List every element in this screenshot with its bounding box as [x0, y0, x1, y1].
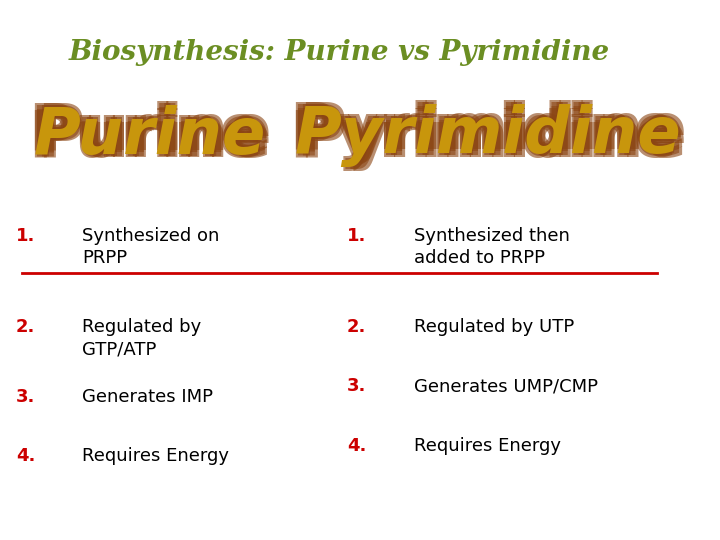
Text: Purine: Purine	[28, 101, 263, 163]
Text: 2.: 2.	[347, 319, 366, 336]
Text: Pyrimidine: Pyrimidine	[291, 106, 679, 170]
Text: Purine: Purine	[37, 109, 272, 171]
Text: 1.: 1.	[347, 227, 366, 245]
Text: Synthesized then
added to PRPP: Synthesized then added to PRPP	[413, 227, 570, 267]
Text: 3.: 3.	[16, 388, 35, 406]
Text: Biosynthesis: Purine vs Pyrimidine: Biosynthesis: Purine vs Pyrimidine	[68, 39, 610, 66]
Text: Purine: Purine	[35, 103, 270, 165]
Text: Pyrimidine: Pyrimidine	[289, 108, 677, 171]
Text: 3.: 3.	[347, 377, 366, 395]
Text: Regulated by
GTP/ATP: Regulated by GTP/ATP	[83, 319, 202, 359]
Text: Pyrimidine: Pyrimidine	[294, 104, 681, 167]
Text: Purine: Purine	[30, 103, 265, 165]
Text: Purine: Purine	[30, 107, 265, 169]
Text: Requires Energy: Requires Energy	[413, 436, 560, 455]
Text: Pyrimidine: Pyrimidine	[297, 102, 685, 165]
Text: 4.: 4.	[347, 436, 366, 455]
Text: Purine: Purine	[34, 105, 266, 167]
Text: Regulated by UTP: Regulated by UTP	[413, 319, 574, 336]
Text: Purine: Purine	[37, 101, 272, 163]
Text: Purine: Purine	[35, 107, 270, 169]
Text: Pyrimidine: Pyrimidine	[299, 108, 686, 171]
Text: 1.: 1.	[16, 227, 35, 245]
Text: Generates IMP: Generates IMP	[83, 388, 213, 406]
Text: Pyrimidine: Pyrimidine	[291, 102, 679, 165]
Text: Pyrimidine: Pyrimidine	[297, 106, 685, 170]
Text: Pyrimidine: Pyrimidine	[299, 100, 686, 164]
Text: Synthesized on
PRPP: Synthesized on PRPP	[83, 227, 220, 267]
Text: 2.: 2.	[16, 319, 35, 336]
Text: Requires Energy: Requires Energy	[83, 447, 230, 465]
Text: Pyrimidine: Pyrimidine	[289, 100, 677, 164]
Text: 4.: 4.	[16, 447, 35, 465]
Text: Purine: Purine	[28, 109, 263, 171]
Text: Generates UMP/CMP: Generates UMP/CMP	[413, 377, 598, 395]
